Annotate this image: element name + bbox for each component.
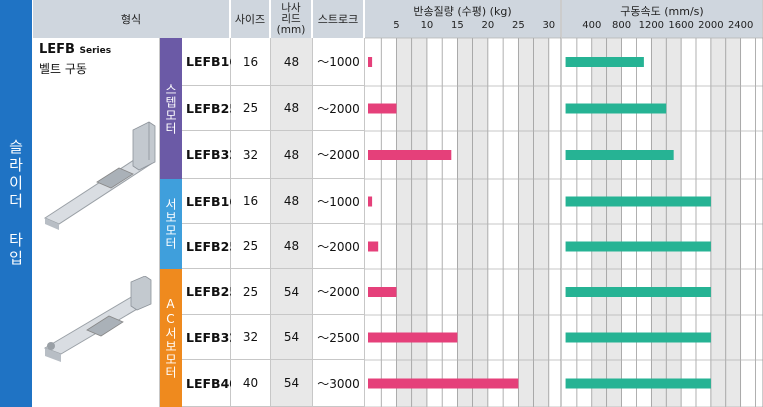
cell-lead: 48	[271, 131, 313, 179]
header-payload: 반송질량 (수평) (kg)	[365, 0, 561, 38]
sidebar-slider-type: 슬라이더 타입	[0, 0, 32, 407]
header-type: 형식	[33, 0, 230, 38]
product-title: LEFB Series	[39, 42, 111, 57]
tick-label: 30	[542, 20, 555, 31]
payload-bar	[368, 103, 397, 114]
cell-size: 40	[231, 360, 271, 407]
actuator-image-stepper	[43, 121, 156, 230]
speed-bar	[565, 150, 674, 160]
cell-lead: 48	[271, 224, 313, 269]
header-size: 사이즈	[231, 0, 270, 38]
product-name: LEFB	[39, 42, 75, 57]
tick-label: 5	[393, 20, 399, 31]
speed-bar	[565, 241, 711, 252]
tick-label: 20	[482, 20, 495, 31]
speed-title: 구동속도 (mm/s)	[620, 5, 704, 18]
cell-size: 25	[231, 224, 271, 269]
cell-model: LEFB25	[182, 269, 238, 315]
cell-stroke: 〜2500	[313, 315, 365, 360]
payload-bar	[368, 332, 458, 343]
tick-label: 800	[612, 20, 631, 31]
cell-model: LEFB25	[182, 86, 238, 131]
tick-label: 10	[421, 20, 434, 31]
cell-size: 32	[231, 131, 271, 179]
cell-stroke: 〜2000	[313, 224, 365, 269]
cell-model: LEFB16	[182, 179, 238, 224]
cell-stroke: 〜2000	[313, 86, 365, 131]
cell-stroke: 〜1000	[313, 38, 365, 86]
cell-size: 25	[231, 269, 271, 315]
actuator-image-ac-servo	[43, 276, 152, 362]
group-ac-servo-motor: AC서보모터	[160, 269, 182, 407]
cell-stroke: 〜2000	[313, 269, 365, 315]
payload-bar	[368, 196, 373, 207]
cell-lead: 48	[271, 86, 313, 131]
group-servo-motor: 서보모터	[160, 179, 182, 269]
cell-model: LEFB40	[182, 360, 238, 407]
product-subtitle: 벨트 구동	[39, 62, 87, 76]
cell-model: LEFB25	[182, 224, 238, 269]
group-stepper-motor: 스텝모터	[160, 38, 182, 179]
tick-label: 25	[512, 20, 525, 31]
tick-label: 15	[451, 20, 464, 31]
cell-lead: 54	[271, 360, 313, 407]
cell-stroke: 〜1000	[313, 179, 365, 224]
cell-size: 16	[231, 38, 271, 86]
header-lead: 나사 리드 (mm)	[271, 0, 312, 38]
tick-label: 400	[582, 20, 601, 31]
cell-model: LEFB16	[182, 38, 238, 86]
cell-stroke: 〜3000	[313, 360, 365, 407]
cell-size: 25	[231, 86, 271, 131]
speed-bar	[565, 57, 644, 67]
cell-lead: 54	[271, 269, 313, 315]
speed-bar	[565, 287, 711, 297]
tick-label: 1600	[668, 20, 693, 31]
cell-model: LEFB32	[182, 315, 238, 360]
speed-bar	[565, 378, 711, 389]
cell-stroke: 〜2000	[313, 131, 365, 179]
cell-lead: 48	[271, 38, 313, 86]
payload-bar	[368, 287, 397, 297]
speed-bar	[565, 196, 711, 207]
cell-size: 32	[231, 315, 271, 360]
cell-lead: 54	[271, 315, 313, 360]
speed-bar	[565, 103, 667, 114]
cell-model: LEFB32	[182, 131, 238, 179]
header-stroke: 스트로크	[313, 0, 364, 38]
payload-bar	[368, 241, 379, 252]
tick-label: 2000	[698, 20, 723, 31]
tick-label: 2400	[728, 20, 753, 31]
payload-bar	[368, 378, 519, 389]
payload-title: 반송질량 (수평) (kg)	[413, 5, 512, 18]
cell-lead: 48	[271, 179, 313, 224]
payload-bar	[368, 150, 452, 160]
speed-bar	[565, 332, 711, 343]
cell-size: 16	[231, 179, 271, 224]
tick-label: 1200	[639, 20, 664, 31]
header-speed: 구동속도 (mm/s)	[562, 0, 763, 38]
product-series: Series	[79, 46, 112, 56]
payload-bar	[368, 57, 373, 67]
product-panel: LEFB Series 벨트 구동	[33, 38, 160, 407]
